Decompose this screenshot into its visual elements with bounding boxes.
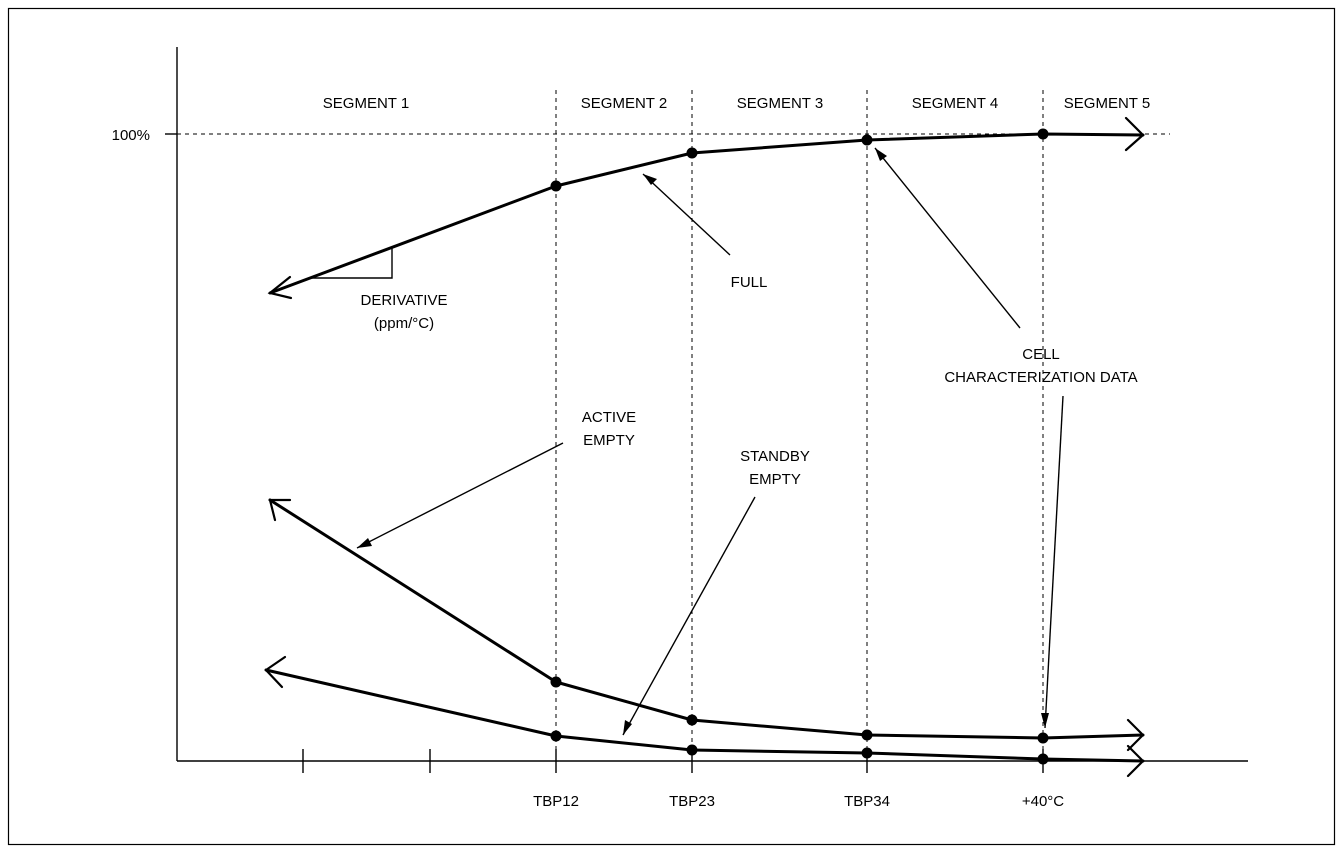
standby-empty-left-arrowhead bbox=[264, 655, 287, 689]
active-empty-left-arrowhead bbox=[268, 498, 292, 522]
derivative-label-line2: (ppm/°C) bbox=[374, 315, 434, 332]
standby-empty-curve bbox=[264, 668, 1145, 763]
full-pointer bbox=[642, 173, 731, 256]
x-tick-label-40c: +40°C bbox=[1022, 793, 1064, 810]
segment-label-2: SEGMENT 2 bbox=[581, 95, 667, 112]
active-empty-right-arrowhead bbox=[1126, 718, 1145, 752]
derivative-label-line1: DERIVATIVE bbox=[361, 292, 448, 309]
standby-empty-label-line1: STANDBY bbox=[740, 448, 810, 465]
x-tick-label-tbp34: TBP34 bbox=[844, 793, 890, 810]
standby-point-tbp34 bbox=[861, 747, 873, 759]
figure-frame bbox=[7, 7, 1336, 846]
full-point-tbp23 bbox=[686, 147, 698, 159]
active-empty-curve bbox=[268, 498, 1145, 740]
derivative-triangle bbox=[310, 248, 393, 279]
active-empty-label-line1: ACTIVE bbox=[582, 409, 636, 426]
cell-data-pointer-bottom bbox=[1041, 395, 1064, 729]
segment-label-5: SEGMENT 5 bbox=[1064, 95, 1150, 112]
active-point-tbp34 bbox=[861, 729, 873, 741]
active-empty-pointer bbox=[356, 442, 564, 549]
cell-label-line1: CELL bbox=[1022, 346, 1060, 363]
cell-data-pointer-top bbox=[874, 147, 1021, 329]
data-points bbox=[550, 128, 1049, 765]
full-point-tbp12 bbox=[550, 180, 562, 192]
active-empty-label-line2: EMPTY bbox=[583, 432, 635, 449]
segment-label-1: SEGMENT 1 bbox=[323, 95, 409, 112]
full-point-tbp34 bbox=[861, 134, 873, 146]
segment-label-4: SEGMENT 4 bbox=[912, 95, 998, 112]
full-label: FULL bbox=[731, 274, 768, 291]
full-curve-right-arrowhead bbox=[1124, 116, 1145, 152]
full-curve-left-arrowhead bbox=[267, 275, 293, 300]
x-tick-label-tbp12: TBP12 bbox=[533, 793, 579, 810]
full-point-40c bbox=[1037, 128, 1049, 140]
cell-label-line2: CHARACTERIZATION DATA bbox=[944, 369, 1137, 386]
full-curve bbox=[268, 132, 1145, 295]
active-point-40c bbox=[1037, 732, 1049, 744]
standby-point-tbp12 bbox=[550, 730, 562, 742]
active-point-tbp12 bbox=[550, 676, 562, 688]
y-label-100: 100% bbox=[112, 127, 150, 144]
active-point-tbp23 bbox=[686, 714, 698, 726]
standby-point-40c bbox=[1037, 753, 1049, 765]
standby-point-tbp23 bbox=[686, 744, 698, 756]
x-tick-label-tbp23: TBP23 bbox=[669, 793, 715, 810]
standby-empty-right-arrowhead bbox=[1126, 744, 1145, 778]
standby-empty-label-line2: EMPTY bbox=[749, 471, 801, 488]
segment-label-3: SEGMENT 3 bbox=[737, 95, 823, 112]
standby-empty-pointer bbox=[622, 496, 756, 736]
